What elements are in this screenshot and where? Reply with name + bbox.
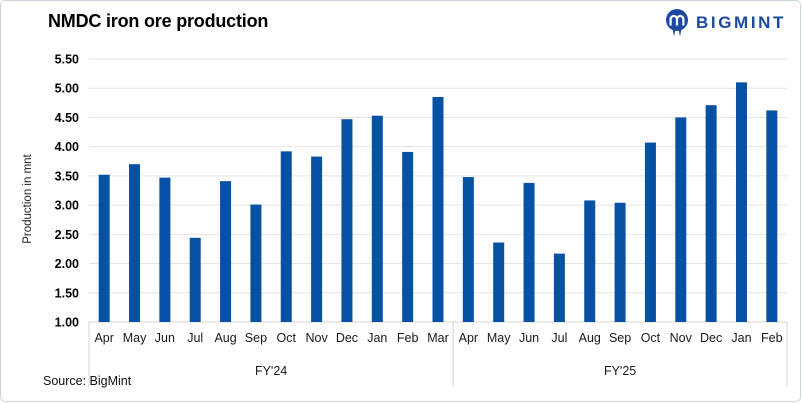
bar-FY25-aug <box>584 200 596 322</box>
y-tick-label: 1.50 <box>55 286 79 300</box>
month-label: Jun <box>519 331 539 345</box>
month-label: Aug <box>214 331 236 345</box>
month-label: Apr <box>459 331 478 345</box>
bar-FY25-nov <box>675 117 687 322</box>
month-label: Feb <box>761 331 783 345</box>
bar-FY24-jul <box>189 237 201 322</box>
month-label: Nov <box>670 331 693 345</box>
month-label: Dec <box>336 331 358 345</box>
fiscal-year-label: FY'25 <box>604 364 636 378</box>
bigmint-miner-icon <box>666 9 689 37</box>
month-label: Jun <box>155 331 175 345</box>
bar-FY24-may <box>129 164 141 322</box>
bar-FY24-mar <box>432 96 444 322</box>
fiscal-year-label: FY'24 <box>255 364 287 378</box>
y-tick-label: 2.00 <box>55 257 79 271</box>
month-label: Aug <box>579 331 601 345</box>
chart-title: NMDC iron ore production <box>48 11 269 31</box>
bar-FY24-nov <box>311 156 323 322</box>
month-label: Jul <box>187 331 203 345</box>
month-label: Jan <box>731 331 751 345</box>
source-note: Source: BigMint <box>43 374 132 388</box>
month-label: Jan <box>367 331 387 345</box>
bigmint-logo: BIGMINT <box>663 7 786 39</box>
bar-FY25-feb <box>766 110 778 322</box>
bar-FY24-aug <box>220 181 232 322</box>
y-tick-label: 2.50 <box>55 228 79 242</box>
bar-FY25-apr <box>462 177 474 322</box>
y-tick-label: 4.50 <box>55 111 79 125</box>
y-axis-title: Production in mnt <box>22 153 34 243</box>
y-tick-label: 3.00 <box>55 199 79 213</box>
bar-FY24-feb <box>402 151 414 322</box>
bar-FY25-dec <box>705 105 717 322</box>
bar-FY25-sep <box>614 202 626 322</box>
bar-FY24-oct <box>280 151 292 322</box>
month-label: Nov <box>305 331 328 345</box>
y-tick-label: 1.00 <box>55 316 79 330</box>
bar-FY25-oct <box>644 142 656 322</box>
bar-FY24-jun <box>159 177 171 322</box>
bar-FY24-sep <box>250 204 262 322</box>
bigmint-wordmark: BIGMINT <box>696 13 786 32</box>
month-label: Sep <box>609 331 631 345</box>
month-label: Sep <box>245 331 267 345</box>
bar-FY25-jul <box>553 253 565 322</box>
bar-FY24-dec <box>341 119 353 322</box>
bar-FY25-jan <box>735 82 747 322</box>
month-label: May <box>487 331 511 345</box>
month-label: Dec <box>700 331 722 345</box>
month-label: Mar <box>427 331 449 345</box>
month-label: Oct <box>277 331 297 345</box>
month-label: Jul <box>551 331 567 345</box>
bar-FY24-jan <box>371 115 383 323</box>
bar-FY24-apr <box>98 174 110 322</box>
month-label: May <box>123 331 147 345</box>
y-tick-label: 3.50 <box>55 169 79 183</box>
month-label: Apr <box>94 331 113 345</box>
y-tick-label: 4.00 <box>55 140 79 154</box>
month-label: Oct <box>641 331 661 345</box>
month-label: Feb <box>397 331 419 345</box>
bar-FY25-may <box>493 242 505 322</box>
y-tick-label: 5.00 <box>55 82 79 96</box>
y-tick-label: 5.50 <box>55 53 79 67</box>
bar-FY25-jun <box>523 182 535 322</box>
